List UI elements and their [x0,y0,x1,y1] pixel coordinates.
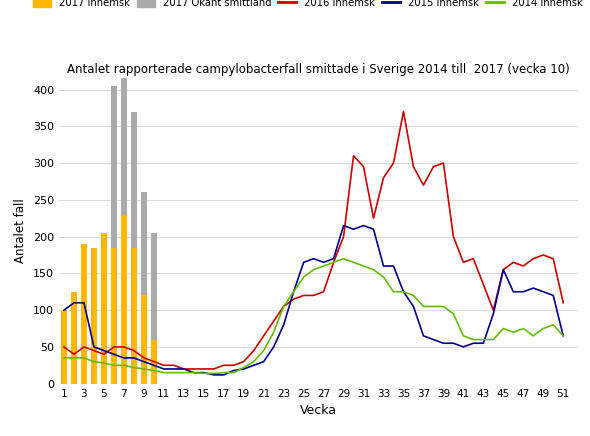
2014 inhemsk [560,333,567,338]
2016 inhemsk [230,363,237,368]
Bar [61,310,67,384]
2015 inhemsk [440,341,447,346]
2015 inhemsk [410,304,417,309]
Bar [131,112,137,248]
2016 inhemsk [550,256,557,261]
2015 inhemsk [171,366,178,371]
Bar [151,233,156,340]
2016 inhemsk [181,366,188,371]
2016 inhemsk [400,109,407,114]
2014 inhemsk [200,371,207,376]
2015 inhemsk [210,372,217,378]
Bar [81,244,87,384]
Bar [111,86,117,248]
Bar [141,192,147,296]
Bar [101,233,107,384]
2016 inhemsk [60,344,67,350]
2014 inhemsk [230,370,237,375]
2014 inhemsk [410,293,417,298]
Bar [151,340,156,384]
Bar [71,292,77,384]
Title: Antalet rapporterade campylobacterfall smittade i Sverige 2014 till  2017 (vecka: Antalet rapporterade campylobacterfall s… [67,63,570,76]
Bar [131,248,137,384]
2016 inhemsk [171,363,178,368]
2015 inhemsk [60,307,67,313]
2015 inhemsk [230,368,237,373]
2014 inhemsk [550,322,557,327]
2016 inhemsk [560,300,567,305]
2014 inhemsk [440,304,447,309]
2014 inhemsk [220,370,227,375]
Line: 2016 inhemsk: 2016 inhemsk [64,112,563,369]
2016 inhemsk [410,164,417,169]
Bar [141,296,147,384]
Y-axis label: Antalet fall: Antalet fall [15,199,28,263]
X-axis label: Vecka: Vecka [300,404,337,417]
2016 inhemsk [220,363,227,368]
Bar [91,248,97,384]
2015 inhemsk [220,372,227,378]
Legend: 2017 inhemsk, 2017 Okänt smittland, 2016 inhemsk, 2015 inhemsk, 2014 inhemsk: 2017 inhemsk, 2017 Okänt smittland, 2016… [33,0,583,8]
2014 inhemsk [171,370,178,375]
2015 inhemsk [550,293,557,298]
Bar [121,215,127,384]
Bar [111,248,117,384]
2015 inhemsk [560,333,567,338]
Bar [121,20,127,215]
2016 inhemsk [440,160,447,166]
Line: 2014 inhemsk: 2014 inhemsk [64,259,563,373]
2014 inhemsk [60,355,67,361]
2015 inhemsk [340,223,347,228]
2014 inhemsk [340,256,347,261]
Line: 2015 inhemsk: 2015 inhemsk [64,225,563,375]
